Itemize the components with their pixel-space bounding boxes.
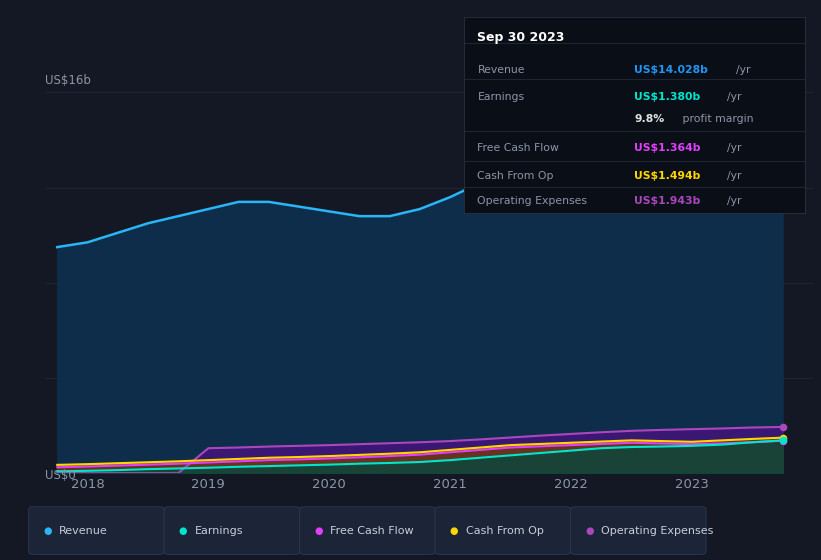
Text: US$1.364b: US$1.364b: [635, 143, 700, 153]
Text: Sep 30 2023: Sep 30 2023: [478, 31, 565, 44]
Text: Free Cash Flow: Free Cash Flow: [478, 143, 559, 153]
Text: /yr: /yr: [736, 65, 751, 74]
Text: ●: ●: [179, 526, 187, 535]
Text: US$14.028b: US$14.028b: [635, 65, 708, 74]
Text: Cash From Op: Cash From Op: [478, 171, 554, 180]
Text: Free Cash Flow: Free Cash Flow: [330, 526, 414, 535]
Text: /yr: /yr: [727, 196, 741, 206]
Text: ●: ●: [450, 526, 458, 535]
Text: US$16b: US$16b: [45, 74, 91, 87]
Text: US$1.943b: US$1.943b: [635, 196, 700, 206]
Text: /yr: /yr: [727, 143, 741, 153]
Text: ●: ●: [314, 526, 323, 535]
Text: Operating Expenses: Operating Expenses: [478, 196, 588, 206]
Point: [776, 436, 789, 445]
Text: US$0: US$0: [45, 469, 76, 482]
Text: /yr: /yr: [727, 92, 741, 102]
Point: [776, 436, 789, 445]
Text: US$1.380b: US$1.380b: [635, 92, 700, 102]
Text: Cash From Op: Cash From Op: [466, 526, 544, 535]
Text: Operating Expenses: Operating Expenses: [601, 526, 713, 535]
Point: [776, 422, 789, 431]
Text: ●: ●: [585, 526, 594, 535]
Text: ●: ●: [44, 526, 52, 535]
Text: Earnings: Earnings: [478, 92, 525, 102]
Text: Revenue: Revenue: [478, 65, 525, 74]
Text: /yr: /yr: [727, 171, 741, 180]
Point: [776, 433, 789, 442]
Text: Revenue: Revenue: [59, 526, 108, 535]
Text: Earnings: Earnings: [195, 526, 243, 535]
Text: 9.8%: 9.8%: [635, 114, 664, 124]
Text: US$1.494b: US$1.494b: [635, 171, 700, 180]
Point: [776, 136, 789, 144]
Text: profit margin: profit margin: [679, 114, 754, 124]
